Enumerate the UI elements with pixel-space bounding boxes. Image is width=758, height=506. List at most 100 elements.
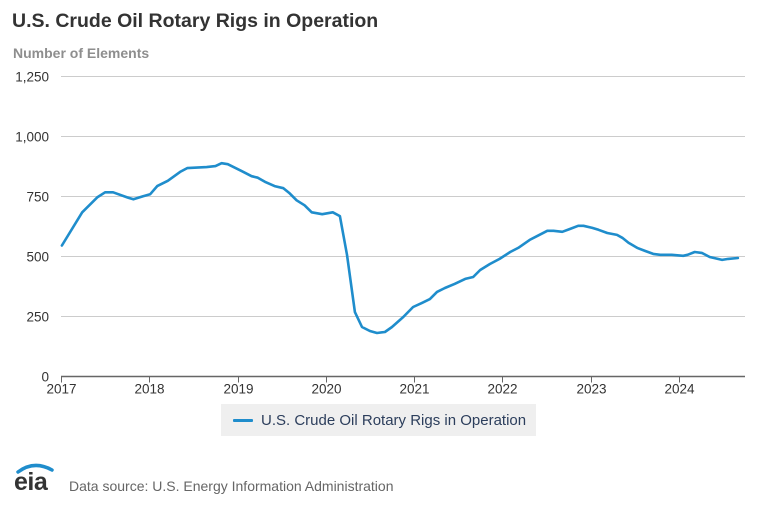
y-tick-label: 0 [41, 370, 49, 385]
chart-subtitle: Number of Elements [13, 45, 150, 61]
data-point[interactable] [225, 161, 231, 167]
data-point[interactable] [551, 228, 557, 234]
data-point[interactable] [477, 267, 483, 273]
data-point[interactable] [535, 233, 541, 239]
data-point[interactable] [669, 252, 675, 258]
chart-title: U.S. Crude Oil Rotary Rigs in Operation [12, 10, 379, 32]
data-point[interactable] [544, 228, 550, 234]
data-point[interactable] [507, 249, 513, 255]
data-point[interactable] [589, 225, 595, 231]
data-point[interactable] [239, 168, 245, 174]
data-point[interactable] [110, 189, 116, 195]
data-point[interactable] [699, 250, 705, 256]
data-point[interactable] [559, 229, 565, 235]
data-point[interactable] [319, 211, 325, 217]
x-axis: 2017 2018 2019 2020 2021 2022 2023 2024 [46, 375, 745, 397]
data-point[interactable] [374, 330, 380, 336]
data-point[interactable] [287, 190, 293, 196]
eia-logo-text: eia [14, 468, 48, 496]
data-point[interactable] [567, 226, 573, 232]
x-tick-label: 2020 [311, 382, 341, 397]
data-point[interactable] [154, 183, 160, 189]
x-tick-label: 2023 [576, 382, 606, 397]
series-line[interactable] [60, 161, 740, 335]
data-point[interactable] [410, 304, 416, 310]
data-point[interactable] [255, 175, 261, 181]
data-point[interactable] [337, 213, 343, 219]
data-point[interactable] [309, 209, 315, 215]
data-point[interactable] [177, 169, 183, 175]
data-point[interactable] [344, 252, 350, 258]
data-point[interactable] [487, 261, 493, 267]
data-point[interactable] [527, 237, 533, 243]
data-point[interactable] [219, 160, 225, 166]
data-point[interactable] [59, 243, 65, 249]
data-point[interactable] [330, 209, 336, 215]
data-point[interactable] [272, 183, 278, 189]
series-group [59, 160, 741, 336]
data-point[interactable] [470, 274, 476, 280]
data-point[interactable] [434, 289, 440, 295]
data-point[interactable] [280, 185, 286, 191]
data-point[interactable] [442, 285, 448, 291]
data-point[interactable] [249, 173, 255, 179]
x-tick-label: 2022 [487, 382, 517, 397]
data-point[interactable] [725, 256, 731, 262]
data-point[interactable] [294, 197, 300, 203]
data-point[interactable] [367, 328, 373, 334]
data-point[interactable] [94, 194, 100, 200]
data-point[interactable] [102, 189, 108, 195]
data-point[interactable] [359, 324, 365, 330]
data-point[interactable] [427, 296, 433, 302]
data-point[interactable] [515, 245, 521, 251]
data-point[interactable] [657, 252, 663, 258]
data-point[interactable] [400, 314, 406, 320]
data-point[interactable] [262, 179, 268, 185]
data-point[interactable] [130, 196, 136, 202]
data-point[interactable] [575, 223, 581, 229]
data-point[interactable] [650, 251, 656, 257]
data-point[interactable] [581, 223, 587, 229]
data-point[interactable] [692, 249, 698, 255]
x-tick-label: 2018 [134, 382, 164, 397]
legend-swatch-line [233, 418, 253, 422]
data-point[interactable] [596, 227, 602, 233]
data-point[interactable] [634, 245, 640, 251]
y-tick-label: 500 [26, 250, 49, 265]
legend[interactable]: U.S. Crude Oil Rotary Rigs in Operation [221, 404, 536, 436]
y-tick-label: 750 [26, 190, 49, 205]
data-point[interactable] [707, 254, 713, 260]
data-source-text: Data source: U.S. Energy Information Adm… [69, 478, 394, 494]
data-point[interactable] [165, 178, 171, 184]
data-point[interactable] [604, 230, 610, 236]
data-point[interactable] [642, 248, 648, 254]
data-point[interactable] [497, 256, 503, 262]
x-tick-label: 2019 [223, 382, 253, 397]
data-point[interactable] [614, 232, 620, 238]
data-point[interactable] [685, 252, 691, 258]
data-point[interactable] [124, 194, 130, 200]
x-tick-label: 2024 [664, 382, 695, 397]
eia-logo[interactable]: eia [12, 462, 58, 496]
data-point[interactable] [140, 193, 146, 199]
data-point[interactable] [147, 191, 153, 197]
data-point[interactable] [213, 163, 219, 169]
eia-logo-arc-icon [16, 463, 54, 474]
data-point[interactable] [626, 240, 632, 246]
data-point[interactable] [735, 255, 741, 261]
data-point[interactable] [79, 209, 85, 215]
data-point[interactable] [619, 235, 625, 241]
data-point[interactable] [462, 276, 468, 282]
data-point[interactable] [184, 165, 190, 171]
x-tick-label: 2017 [46, 382, 76, 397]
data-point[interactable] [382, 329, 388, 335]
data-point[interactable] [352, 309, 358, 315]
data-point[interactable] [302, 202, 308, 208]
data-point[interactable] [719, 257, 725, 263]
gridlines [61, 76, 745, 317]
data-point[interactable] [389, 324, 395, 330]
data-point[interactable] [452, 281, 458, 287]
data-point[interactable] [419, 300, 425, 306]
line-chart: 0 250 500 750 1,000 1,250 2017 2018 2019 2020 202… [15, 70, 745, 397]
data-point[interactable] [204, 164, 210, 170]
